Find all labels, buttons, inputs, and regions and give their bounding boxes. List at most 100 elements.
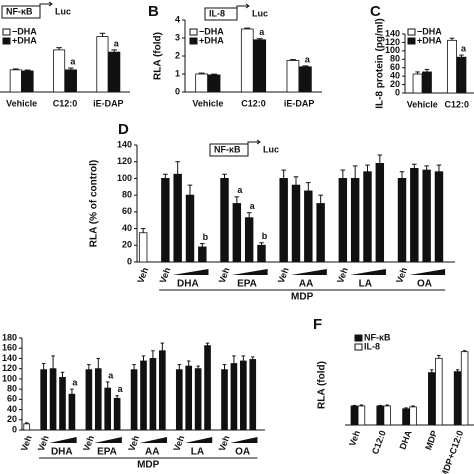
bar bbox=[195, 73, 208, 93]
bar bbox=[9, 69, 22, 93]
bar bbox=[108, 51, 121, 93]
x-tick-label: C12:0 bbox=[370, 429, 388, 455]
x-tick-label: Veh bbox=[347, 429, 362, 447]
y-tick-label: 4 bbox=[175, 14, 180, 24]
y-tick-label: 0 bbox=[127, 256, 132, 266]
y-tick-label: 140 bbox=[385, 28, 400, 38]
legend-label: −DHA bbox=[199, 26, 224, 36]
legend-label: NF-κB bbox=[364, 332, 391, 342]
bar bbox=[375, 162, 385, 263]
bar bbox=[130, 369, 138, 431]
y-axis-label: RLA (fold) bbox=[153, 32, 164, 80]
bar bbox=[428, 372, 436, 426]
legend-swatch bbox=[2, 37, 11, 45]
legend-swatch bbox=[407, 37, 416, 45]
y-tick-label: 2 bbox=[175, 50, 180, 60]
y-tick-label: 3 bbox=[175, 32, 180, 42]
bar bbox=[185, 365, 193, 431]
legend-swatch bbox=[189, 37, 198, 45]
group-label: OA bbox=[235, 447, 250, 458]
dose-wedge bbox=[231, 269, 268, 275]
group-label: LA bbox=[359, 279, 372, 290]
bar bbox=[64, 69, 77, 93]
annotation: a bbox=[118, 384, 124, 394]
construct-label: NF-κB bbox=[214, 144, 241, 154]
x-tick-label: iE-DAP bbox=[93, 98, 124, 108]
y-tick-label: 140 bbox=[2, 353, 17, 363]
reporter-label: Luc bbox=[252, 8, 268, 18]
x-tick-label: C12:0 bbox=[444, 99, 469, 109]
y-tick-label: 140 bbox=[117, 139, 132, 149]
reporter-label: Luc bbox=[263, 144, 279, 154]
bar bbox=[94, 368, 102, 431]
construct-label: IL-8 bbox=[209, 8, 225, 18]
y-tick-label: 80 bbox=[122, 190, 132, 200]
bar bbox=[257, 244, 266, 263]
dose-wedge bbox=[350, 269, 386, 275]
bar bbox=[53, 49, 66, 93]
legend-swatch bbox=[354, 343, 363, 351]
bar bbox=[456, 56, 467, 94]
bar bbox=[249, 359, 257, 431]
y-tick-label: 60 bbox=[390, 62, 400, 72]
bar bbox=[435, 357, 443, 426]
bar bbox=[159, 350, 166, 431]
bar bbox=[198, 246, 207, 263]
bar bbox=[220, 178, 229, 263]
bar bbox=[113, 397, 121, 431]
bar bbox=[316, 203, 325, 263]
x-tick-label: iE-DAP bbox=[284, 98, 315, 108]
y-tick-label: 20 bbox=[122, 240, 132, 250]
bar bbox=[299, 66, 312, 93]
bar bbox=[409, 406, 417, 426]
x-tick-label: Veh bbox=[135, 266, 150, 284]
bar bbox=[279, 178, 288, 263]
bar bbox=[338, 178, 348, 263]
group-label: EPA bbox=[237, 279, 257, 290]
x-tick-label: Veh bbox=[335, 266, 350, 284]
bar bbox=[161, 178, 170, 263]
x-tick-label: Vehicle bbox=[192, 98, 223, 108]
bar bbox=[23, 423, 31, 431]
bar bbox=[422, 71, 432, 94]
x-tick-label: DHA bbox=[398, 429, 414, 451]
y-tick-label: 120 bbox=[385, 37, 400, 47]
y-tick-label: 80 bbox=[7, 383, 17, 393]
bar bbox=[59, 376, 66, 431]
dose-wedge bbox=[291, 269, 327, 275]
bar bbox=[230, 363, 238, 431]
bar bbox=[49, 368, 57, 431]
x-tick-label: Veh bbox=[81, 434, 96, 452]
dose-wedge bbox=[49, 437, 77, 443]
y-tick-label: 100 bbox=[117, 173, 132, 183]
x-tick-label: C12:0 bbox=[241, 98, 266, 108]
bar bbox=[194, 368, 202, 431]
panel-letter: B bbox=[148, 3, 159, 20]
bar bbox=[402, 408, 410, 426]
x-tick-label: Veh bbox=[19, 434, 34, 452]
x-tick-label: MDP+C12:0 bbox=[439, 429, 465, 474]
y-tick-label: 20 bbox=[390, 79, 400, 89]
bar bbox=[291, 184, 301, 263]
annotation: b bbox=[262, 231, 268, 241]
group-label: DHA bbox=[177, 279, 199, 290]
dose-wedge bbox=[184, 437, 213, 443]
y-tick-label: 100 bbox=[2, 373, 17, 383]
reporter-label: Luc bbox=[55, 6, 71, 16]
legend-label: +DHA bbox=[417, 35, 442, 45]
annotation: a bbox=[461, 43, 467, 53]
x-tick-label: Vehicle bbox=[6, 98, 37, 108]
legend-swatch bbox=[354, 334, 363, 342]
annotation: a bbox=[70, 56, 76, 66]
legend-label: IL-8 bbox=[364, 341, 380, 351]
treatment-label: MDP bbox=[137, 460, 160, 471]
y-tick-label: 40 bbox=[390, 71, 400, 81]
y-tick-label: 80 bbox=[390, 54, 400, 64]
y-tick-label: 0 bbox=[395, 87, 400, 97]
y-tick-label: 40 bbox=[7, 404, 17, 414]
x-tick-label: Veh bbox=[126, 434, 141, 452]
treatment-label: MDP bbox=[291, 292, 314, 303]
annotation: a bbox=[72, 377, 78, 387]
x-tick-label: Veh bbox=[158, 266, 173, 284]
